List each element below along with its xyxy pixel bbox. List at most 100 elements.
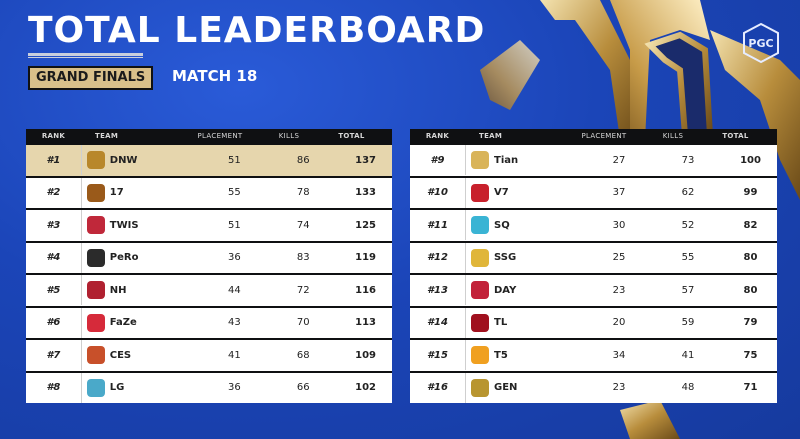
row-divider bbox=[465, 210, 466, 241]
team-name: TL bbox=[494, 317, 508, 329]
team-logo bbox=[466, 378, 494, 397]
placement-cell: 20 bbox=[612, 317, 626, 329]
team-logo bbox=[82, 216, 110, 235]
placement-cell: 51 bbox=[228, 219, 241, 231]
row-divider bbox=[465, 177, 466, 208]
table-row: #7 CES 41 68 109 bbox=[26, 340, 392, 371]
total-cell: 71 bbox=[743, 382, 758, 394]
kills-cell: 78 bbox=[296, 187, 310, 199]
stage-badge: GRAND FINALS bbox=[28, 66, 154, 90]
placement-cell: 37 bbox=[612, 187, 626, 199]
team-name: CES bbox=[109, 349, 132, 361]
team-name: Tian bbox=[494, 154, 519, 166]
gen-logo-icon bbox=[471, 378, 489, 397]
total-cell: 133 bbox=[355, 187, 376, 199]
kills-cell: 83 bbox=[296, 252, 310, 264]
total-cell: 79 bbox=[743, 317, 758, 329]
pgc-logo: PGC bbox=[740, 22, 782, 64]
title-underline-thin bbox=[28, 57, 143, 58]
table-row: #8 LG 36 66 102 bbox=[26, 372, 392, 403]
twis-logo-icon bbox=[86, 216, 105, 235]
ssg-logo-icon bbox=[471, 248, 489, 267]
total-cell: 100 bbox=[740, 154, 761, 166]
total-cell: 119 bbox=[355, 252, 376, 264]
rank-cell: #12 bbox=[427, 252, 448, 264]
rank-cell: #14 bbox=[427, 317, 448, 329]
faze-logo-icon bbox=[86, 313, 105, 332]
match-label: MATCH 18 bbox=[172, 67, 258, 85]
team-logo bbox=[82, 151, 110, 170]
17-logo-icon bbox=[86, 183, 105, 202]
row-divider bbox=[465, 372, 466, 403]
table-row: #11 SQ 30 52 82 bbox=[410, 210, 777, 241]
team-logo bbox=[466, 183, 494, 202]
nh-logo-icon bbox=[86, 281, 105, 300]
row-divider bbox=[465, 340, 466, 371]
team-logo bbox=[82, 248, 110, 267]
total-cell: 137 bbox=[355, 154, 376, 166]
rank-cell: #6 bbox=[46, 317, 61, 329]
team-name: LG bbox=[109, 382, 125, 394]
table-row: #16 GEN 23 48 71 bbox=[410, 372, 777, 403]
team-name: TWIS bbox=[109, 219, 139, 231]
team-name: SSG bbox=[494, 252, 517, 264]
table-row: #6 FaZe 43 70 113 bbox=[26, 307, 392, 338]
pgc-logo-text: PGC bbox=[748, 36, 774, 50]
row-divider bbox=[465, 307, 466, 338]
lg-logo-icon bbox=[86, 378, 105, 397]
rank-cell: #3 bbox=[46, 219, 61, 231]
table-row: #10 V7 37 62 99 bbox=[410, 177, 777, 208]
row-divider bbox=[80, 177, 82, 208]
team-name: NH bbox=[109, 284, 127, 296]
rank-cell: #1 bbox=[46, 154, 61, 166]
team-logo bbox=[466, 248, 494, 267]
row-divider bbox=[80, 340, 82, 371]
ces-logo-icon bbox=[86, 346, 105, 365]
total-cell: 102 bbox=[355, 382, 376, 394]
placement-cell: 55 bbox=[228, 187, 241, 199]
total-cell: 82 bbox=[743, 219, 758, 231]
team-logo bbox=[82, 281, 110, 300]
team-name: PeRo bbox=[109, 252, 139, 264]
total-cell: 99 bbox=[743, 187, 758, 199]
placement-cell: 36 bbox=[228, 252, 241, 264]
dnw-logo-icon bbox=[86, 151, 105, 170]
row-divider bbox=[80, 210, 82, 241]
placement-cell: 41 bbox=[228, 349, 241, 361]
kills-cell: 48 bbox=[681, 382, 695, 394]
table-row: #2 17 55 78 133 bbox=[26, 177, 392, 208]
table-row: #9 Tian 27 73 100 bbox=[410, 145, 777, 176]
placement-cell: 25 bbox=[612, 252, 626, 264]
leaderboard-right: RANK TEAM PLACEMENT KILLS TOTAL #9 Tian 27… bbox=[410, 129, 777, 403]
rank-cell: #13 bbox=[427, 284, 448, 296]
rank-cell: #4 bbox=[46, 252, 61, 264]
kills-cell: 62 bbox=[681, 187, 695, 199]
team-name: SQ bbox=[494, 219, 510, 231]
row-divider bbox=[80, 145, 82, 176]
kills-cell: 73 bbox=[681, 154, 695, 166]
total-cell: 116 bbox=[355, 284, 376, 296]
team-name: DNW bbox=[109, 154, 138, 166]
col-team: TEAM bbox=[95, 132, 119, 140]
placement-cell: 23 bbox=[612, 284, 626, 296]
kills-cell: 41 bbox=[681, 349, 695, 361]
kills-cell: 72 bbox=[296, 284, 310, 296]
row-divider bbox=[80, 275, 82, 306]
team-name: FaZe bbox=[109, 317, 137, 329]
team-logo bbox=[466, 151, 494, 170]
rank-cell: #11 bbox=[427, 219, 448, 231]
col-total: TOTAL bbox=[722, 132, 749, 140]
placement-cell: 27 bbox=[612, 154, 626, 166]
row-divider bbox=[80, 307, 82, 338]
title-underline bbox=[28, 53, 143, 56]
table-row: #13 DAY 23 57 80 bbox=[410, 275, 777, 306]
col-team: TEAM bbox=[479, 132, 503, 140]
table-header: RANK TEAM PLACEMENT KILLS TOTAL bbox=[410, 129, 777, 143]
rank-cell: #10 bbox=[427, 187, 448, 199]
rank-cell: #9 bbox=[430, 154, 445, 166]
col-rank: RANK bbox=[425, 132, 450, 140]
placement-cell: 51 bbox=[228, 154, 241, 166]
placement-cell: 36 bbox=[228, 382, 241, 394]
placement-cell: 43 bbox=[228, 317, 241, 329]
kills-cell: 55 bbox=[681, 252, 695, 264]
